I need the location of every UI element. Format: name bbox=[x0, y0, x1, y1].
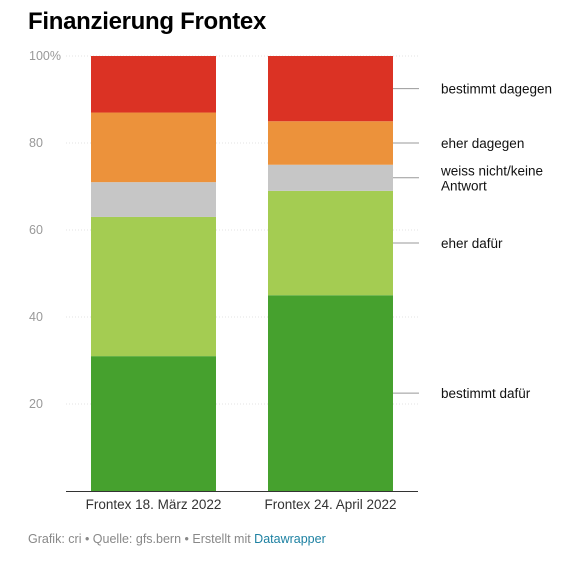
legend-label: bestimmt dafür bbox=[441, 386, 531, 401]
chart-title: Finanzierung Frontex bbox=[28, 8, 267, 35]
x-category-label: Frontex 18. März 2022 bbox=[86, 497, 222, 512]
legend-label: weiss nicht/keine bbox=[440, 163, 543, 178]
legend-label: bestimmt dagegen bbox=[441, 82, 552, 97]
bar-segment bbox=[91, 112, 216, 183]
y-tick-label: 60 bbox=[29, 223, 43, 237]
legend-label: eher dagegen bbox=[441, 136, 524, 151]
footer-credit: Grafik: cri • Quelle: gfs.bern • Erstell… bbox=[28, 532, 326, 546]
bar-segment bbox=[268, 121, 393, 165]
y-tick-label: 100% bbox=[29, 49, 61, 63]
x-category-label: Frontex 24. April 2022 bbox=[264, 497, 396, 512]
bar-segment bbox=[91, 216, 216, 357]
bar-segment bbox=[91, 356, 216, 491]
y-tick-label: 20 bbox=[29, 397, 43, 411]
y-tick-label: 80 bbox=[29, 136, 43, 150]
legend-label: Antwort bbox=[441, 178, 487, 193]
footer-source: Grafik: cri • Quelle: gfs.bern • Erstell… bbox=[28, 532, 255, 546]
y-tick-label: 40 bbox=[29, 310, 43, 324]
bar-segment bbox=[91, 56, 216, 113]
legend-label: eher dafür bbox=[441, 236, 503, 251]
bar-segment bbox=[268, 190, 393, 296]
datawrapper-link[interactable]: Datawrapper bbox=[254, 532, 326, 546]
bar-segment bbox=[91, 182, 216, 217]
bar-segment bbox=[268, 56, 393, 122]
bar-segment bbox=[268, 295, 393, 491]
bar-segment bbox=[268, 164, 393, 191]
